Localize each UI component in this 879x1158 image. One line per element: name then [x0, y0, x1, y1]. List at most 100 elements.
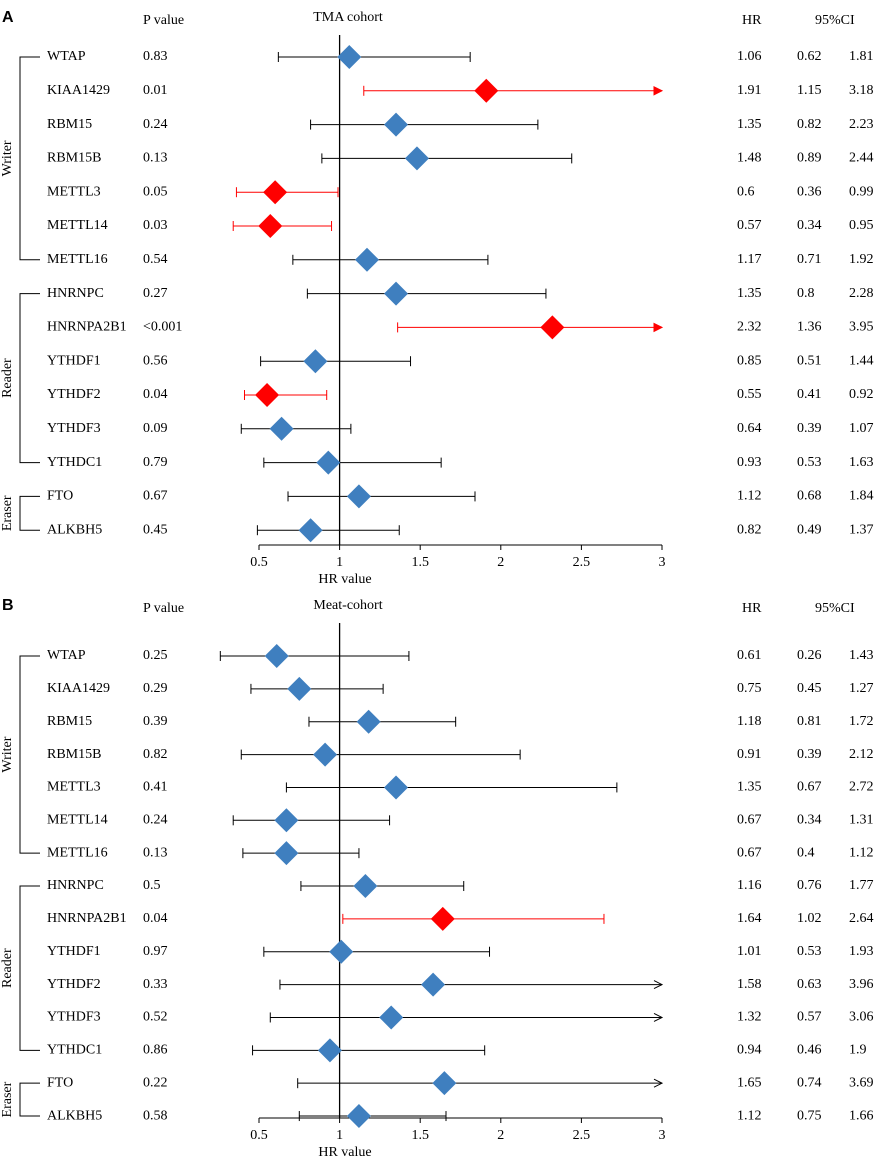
group-label: Eraser — [0, 495, 15, 531]
x-tick-label: 2.5 — [573, 555, 591, 570]
x-tick-label: 0.5 — [250, 555, 268, 570]
row-label: YTHDF1 — [47, 944, 101, 959]
ci-lower: 0.82 — [797, 117, 822, 132]
hr-value: 1.18 — [737, 714, 762, 729]
row-label: RBM15 — [47, 117, 92, 132]
column-header: HR — [742, 601, 762, 616]
hr-diamond — [263, 180, 288, 205]
ci-upper: 2.72 — [849, 780, 874, 795]
ci-upper: 2.12 — [849, 747, 874, 762]
panel-label: B — [2, 597, 14, 614]
hr-value: 1.35 — [737, 117, 762, 132]
ci-lower: 0.68 — [797, 489, 822, 504]
row-label: KIAA1429 — [47, 83, 110, 98]
hr-diamond — [317, 1038, 342, 1063]
hr-diamond — [346, 484, 371, 509]
ci-lower: 0.74 — [797, 1075, 822, 1090]
hr-value: 1.32 — [737, 1010, 762, 1025]
ci-upper: 3.06 — [849, 1010, 874, 1025]
p-value: 0.01 — [143, 83, 168, 98]
hr-value: 0.64 — [737, 421, 762, 436]
x-axis-label: HR value — [318, 572, 371, 587]
ci-upper: 1.72 — [849, 714, 874, 729]
x-tick-label: 2 — [497, 1128, 504, 1143]
chart-title: TMA cohort — [313, 10, 383, 25]
ci-lower: 0.26 — [797, 648, 822, 663]
hr-value: 1.48 — [737, 151, 762, 166]
ci-lower: 0.46 — [797, 1043, 822, 1058]
group-label: Writer — [0, 140, 15, 176]
x-axis-label: HR value — [318, 1145, 371, 1158]
row-label: YTHDC1 — [47, 455, 102, 470]
hr-diamond — [430, 906, 455, 931]
ci-lower: 0.41 — [797, 387, 822, 402]
ci-arrow — [653, 980, 664, 990]
row-label: RBM15B — [47, 747, 101, 762]
ci-lower: 0.89 — [797, 151, 822, 166]
row-label: KIAA1429 — [47, 681, 110, 696]
group-bracket — [19, 495, 40, 531]
group-label: Eraser — [0, 1081, 15, 1117]
ci-upper: 0.95 — [849, 218, 874, 233]
hr-value: 1.35 — [737, 286, 762, 301]
p-value: 0.24 — [143, 117, 168, 132]
ci-upper: 1.27 — [849, 681, 874, 696]
hr-diamond — [274, 841, 299, 866]
group-bracket — [19, 1082, 40, 1117]
ci-lower: 0.62 — [797, 49, 822, 64]
hr-diamond — [540, 315, 565, 340]
row-label: METTL14 — [47, 218, 108, 233]
hr-diamond — [274, 808, 299, 833]
hr-value: 0.93 — [737, 455, 762, 470]
group-label: Reader — [0, 948, 15, 988]
row-label: YTHDF3 — [47, 421, 101, 436]
ci-upper: 3.95 — [849, 320, 874, 335]
hr-diamond — [346, 1104, 371, 1129]
ci-lower: 0.53 — [797, 944, 822, 959]
row-label: ALKBH5 — [47, 522, 102, 537]
ci-upper: 1.77 — [849, 878, 874, 893]
p-value: 0.39 — [143, 714, 168, 729]
ci-lower: 0.76 — [797, 878, 822, 893]
hr-diamond — [264, 644, 289, 668]
p-value: 0.82 — [143, 747, 168, 762]
ci-upper: 2.28 — [849, 286, 874, 301]
row-label: HNRNPC — [47, 286, 104, 301]
x-tick-label: 1 — [336, 1128, 343, 1143]
hr-value: 1.35 — [737, 780, 762, 795]
hr-diamond — [303, 349, 328, 374]
p-value: 0.45 — [143, 522, 168, 537]
ci-lower: 0.8 — [797, 286, 815, 301]
group-bracket — [19, 56, 40, 261]
p-value: 0.22 — [143, 1075, 168, 1090]
p-value: 0.54 — [143, 252, 168, 267]
ci-upper: 1.31 — [849, 813, 874, 828]
row-label: YTHDF3 — [47, 1010, 101, 1025]
group-bracket — [19, 885, 40, 1051]
hr-value: 0.82 — [737, 522, 762, 537]
ci-upper: 0.92 — [849, 387, 874, 402]
p-value: 0.27 — [143, 286, 168, 301]
p-value: 0.04 — [143, 387, 168, 402]
hr-value: 0.55 — [737, 387, 762, 402]
hr-diamond — [353, 874, 378, 899]
hr-diamond — [474, 78, 499, 103]
ci-lower: 1.02 — [797, 911, 822, 926]
ci-lower: 0.39 — [797, 421, 822, 436]
p-value: 0.09 — [143, 421, 168, 436]
x-tick-label: 1 — [336, 555, 343, 570]
x-tick-label: 1.5 — [411, 1128, 429, 1143]
row-label: YTHDF2 — [47, 977, 101, 992]
x-tick-label: 2 — [497, 555, 504, 570]
group-label: Writer — [0, 736, 15, 772]
row-label: HNRNPA2B1 — [47, 911, 127, 926]
ci-upper: 1.37 — [849, 522, 874, 537]
p-value: 0.86 — [143, 1043, 168, 1058]
hr-value: 1.01 — [737, 944, 762, 959]
row-label: FTO — [47, 1075, 73, 1090]
ci-upper: 1.84 — [849, 489, 874, 504]
group-bracket — [19, 293, 40, 464]
hr-value: 0.67 — [737, 813, 762, 828]
hr-diamond — [329, 939, 354, 964]
ci-upper: 1.07 — [849, 421, 874, 436]
